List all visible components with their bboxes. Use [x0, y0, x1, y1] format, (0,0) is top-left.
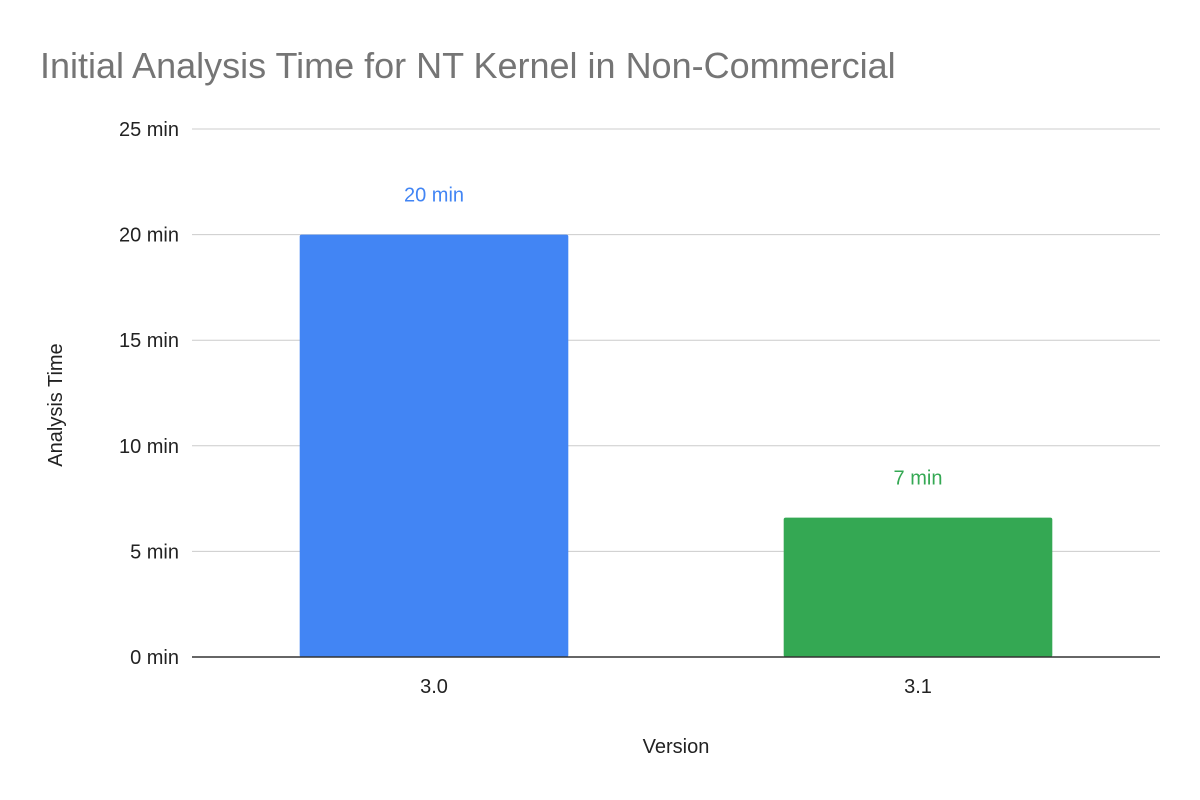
bars: [299, 234, 1053, 657]
bar-3.0: [299, 234, 569, 657]
y-tick-label: 25 min: [119, 119, 179, 141]
y-tick-label: 15 min: [119, 330, 179, 352]
y-tick-label: 20 min: [119, 225, 179, 247]
bar-3.1: [783, 517, 1053, 657]
x-axis-title: Version: [643, 736, 710, 758]
y-tick-label: 10 min: [119, 436, 179, 458]
chart-title: Initial Analysis Time for NT Kernel in N…: [40, 45, 896, 86]
y-axis-title: Analysis Time: [45, 343, 67, 466]
data-label: 20 min: [404, 185, 464, 207]
y-tick-label: 5 min: [130, 541, 179, 563]
labels: 0 min 5 min 10 min 15 min 20 min 25 min 20 min…: [119, 119, 942, 698]
x-tick-label: 3.0: [420, 676, 448, 698]
y-tick-label: 0 min: [130, 647, 179, 669]
data-label: 7 min: [894, 468, 943, 490]
x-tick-label: 3.1: [904, 676, 932, 698]
